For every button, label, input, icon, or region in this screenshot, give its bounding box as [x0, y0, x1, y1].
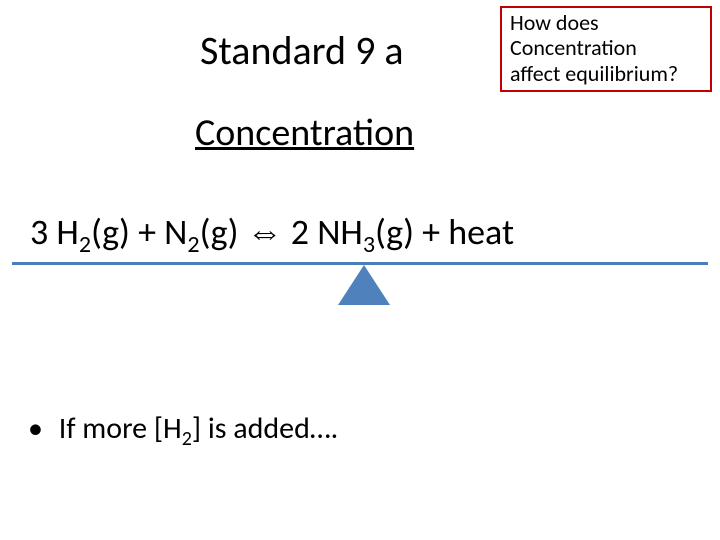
eq-sub: 3 [363, 230, 375, 259]
eq-text: 2 NH [283, 210, 363, 254]
fulcrum-triangle-icon [338, 265, 390, 305]
bullet-text: If more [H [59, 410, 182, 447]
eq-text: 3 H [30, 210, 79, 254]
subheading: Concentration [195, 110, 414, 156]
chemical-equation: 3 H2(g) + N2(g) ⇔ 2 NH3(g) + heat [20, 210, 700, 254]
eq-sub: 2 [187, 230, 199, 259]
callout-line: affect equilibrium? [510, 61, 702, 86]
callout-line: How does [510, 10, 702, 35]
equilibrium-arrow-icon: ⇔ [247, 211, 283, 253]
question-callout: How does Concentration affect equilibriu… [500, 6, 712, 92]
callout-line: Concentration [510, 35, 702, 60]
eq-text: (g) [200, 210, 247, 254]
bullet-marker: • [28, 410, 52, 447]
bullet-point: • If more [H2] is added…. [28, 410, 338, 447]
slide-title: Standard 9 a [200, 26, 404, 75]
equation-block: 3 H2(g) + N2(g) ⇔ 2 NH3(g) + heat [20, 210, 700, 254]
eq-sub: 2 [79, 230, 91, 259]
bullet-text: ] is added…. [192, 410, 338, 447]
eq-text: (g) + N [91, 210, 187, 254]
bullet-sub: 2 [182, 427, 192, 451]
eq-text: (g) + heat [375, 210, 514, 254]
